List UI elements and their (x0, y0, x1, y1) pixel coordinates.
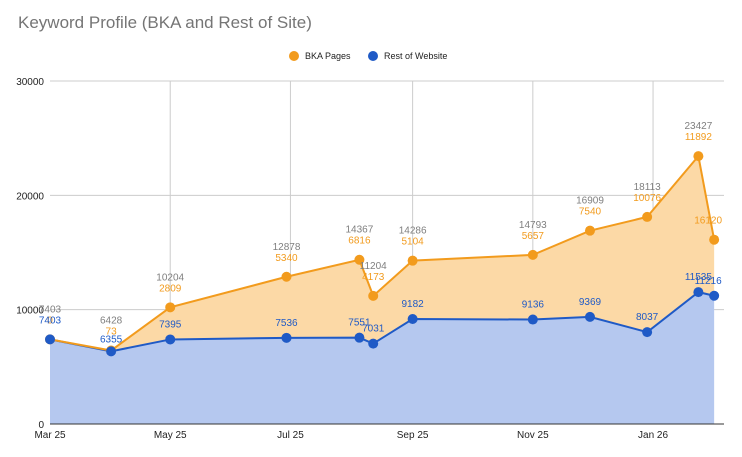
data-label-total: 14793 (519, 220, 547, 231)
legend-marker-bka-pages (289, 51, 299, 61)
data-label-bka-pages: 0 (47, 315, 53, 326)
point-bka-pages (407, 255, 418, 266)
point-bka-pages (584, 225, 595, 236)
data-label-total: 11204 (360, 261, 388, 272)
point-rest-of-website (527, 314, 538, 325)
point-rest-of-website (709, 290, 720, 301)
data-label-total: 10204 (156, 272, 184, 283)
data-label-rest-of-website: 7536 (275, 318, 298, 329)
data-label-total: 7403 (39, 304, 62, 315)
data-label-total: 14367 (346, 225, 374, 236)
data-label-bka-pages: 6816 (348, 236, 371, 247)
chart-title: Keyword Profile (BKA and Rest of Site) (18, 13, 312, 32)
point-rest-of-website (368, 338, 379, 349)
data-label-total: 12878 (273, 242, 301, 253)
point-bka-pages (693, 151, 704, 162)
data-label-rest-of-website: 9369 (579, 297, 602, 308)
data-label-bka-pages: 11892 (685, 132, 713, 143)
area-rest-of-website (50, 292, 715, 424)
point-rest-of-website (693, 287, 704, 298)
data-label-bka-pages: 10076 (633, 193, 661, 204)
legend-marker-rest-of-website (368, 51, 378, 61)
y-tick-label: 30000 (16, 77, 44, 88)
series-lines (49, 153, 716, 353)
y-tick-label: 10000 (16, 306, 44, 317)
point-bka-pages (642, 211, 653, 222)
legend: BKA Pages Rest of Website (289, 51, 447, 61)
x-tick-label: Sep 25 (397, 430, 429, 441)
point-bka-pages (368, 290, 379, 301)
data-label-rest-of-website: 7403 (39, 315, 62, 326)
point-bka-pages (354, 254, 365, 265)
data-label-bka-pages: 7540 (579, 207, 602, 218)
point-rest-of-website (45, 334, 55, 345)
legend-item-rest-of-website[interactable]: Rest of Website (368, 51, 447, 61)
x-tick-label: Jul 25 (277, 430, 304, 441)
data-label-bka-pages: 5340 (275, 253, 298, 264)
data-label-rest-of-website: 7395 (159, 319, 182, 330)
y-tick-label: 20000 (16, 191, 44, 202)
x-tick-label: Nov 25 (517, 430, 549, 441)
data-label-total: 18113 (634, 182, 662, 193)
line-bka-pages (49, 153, 716, 352)
point-rest-of-website (407, 314, 418, 325)
data-label-total: 23427 (684, 121, 712, 132)
data-label-bka-pages: 5104 (401, 237, 424, 248)
data-label-rest-of-website: 6355 (100, 334, 123, 345)
point-rest-of-website (354, 332, 365, 343)
series-points (45, 151, 720, 357)
series-areas (50, 156, 715, 424)
data-label-total: 6428 (100, 316, 123, 327)
point-rest-of-website (281, 332, 292, 343)
data-label-total: 16909 (576, 196, 604, 207)
x-tick-label: Mar 25 (34, 430, 66, 441)
x-tick-label: Jan 26 (638, 430, 668, 441)
point-bka-pages (281, 271, 292, 282)
legend-label-bka-pages: BKA Pages (305, 51, 351, 61)
data-label-rest-of-website: 8037 (636, 312, 659, 323)
point-bka-pages (709, 234, 720, 245)
line-rest-of-website (49, 291, 715, 353)
data-label-rest-of-website: 7551 (348, 318, 371, 329)
data-label-bka-pages: 5657 (522, 231, 545, 242)
legend-item-bka-pages[interactable]: BKA Pages (289, 51, 351, 61)
point-bka-pages (165, 302, 176, 313)
point-rest-of-website (584, 311, 595, 322)
x-tick-label: May 25 (154, 430, 187, 441)
data-label-rest-of-website: 9182 (401, 299, 424, 310)
data-label-bka-pages: 2809 (159, 283, 182, 294)
data-label-bka-pages: 73 (106, 327, 118, 338)
y-tick-label: 0 (38, 420, 44, 431)
legend-label-rest-of-website: Rest of Website (384, 51, 447, 61)
point-rest-of-website (106, 346, 117, 357)
data-label-rest-of-website: 7031 (362, 324, 385, 335)
area-bka-pages (50, 156, 715, 352)
point-rest-of-website (642, 327, 653, 338)
data-label-total: 14286 (399, 226, 427, 237)
data-label-bka-pages: 4173 (362, 272, 385, 283)
data-label-rest-of-website: 11535 (685, 272, 713, 283)
point-bka-pages (527, 249, 538, 260)
data-label-bka-pages: 16120 (694, 216, 722, 227)
data-label-rest-of-website: 9136 (522, 300, 545, 311)
point-rest-of-website (165, 334, 176, 345)
data-label-rest-of-website: 11216 (695, 276, 723, 287)
